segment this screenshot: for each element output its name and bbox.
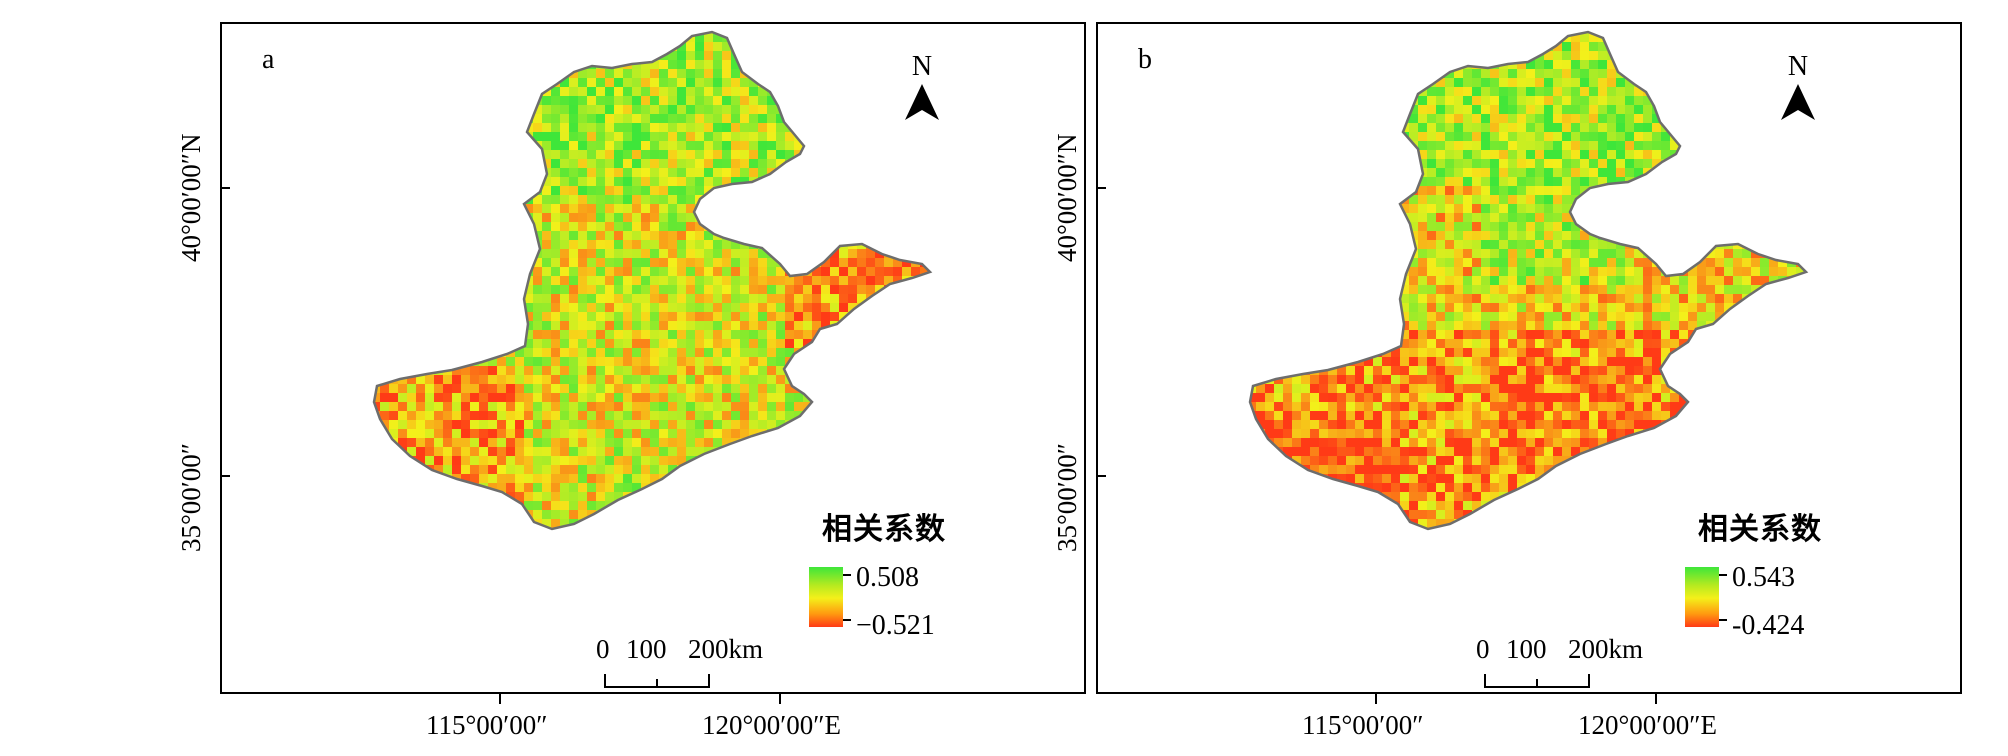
y-label-b-1: 40°00′00″N bbox=[1052, 133, 1082, 262]
north-label: N bbox=[911, 51, 933, 82]
scale-bar bbox=[604, 674, 710, 688]
legend-color-ramp bbox=[1685, 567, 1719, 627]
y-label-b-2: 35°00′00″ bbox=[1052, 443, 1082, 552]
panel-label: b bbox=[1138, 44, 1152, 75]
north-arrow-icon bbox=[1781, 84, 1815, 120]
x-tick-b-2 bbox=[1655, 694, 1657, 704]
region-map-a bbox=[372, 30, 933, 531]
region-map-b bbox=[1248, 30, 1809, 531]
legend-max-value: 0.508 bbox=[856, 562, 919, 593]
scale-bar bbox=[1484, 674, 1590, 688]
map-panel-a: a N 相关系数 0.508 −0.521 0 100 200km bbox=[220, 22, 1086, 694]
map-panel-b: b N 相关系数 0.543 -0.424 0 100 200km bbox=[1096, 22, 1962, 694]
panel-label: a bbox=[262, 44, 275, 75]
y-label-a-2: 35°00′00″ bbox=[176, 443, 206, 552]
y-tick-b-2 bbox=[1096, 475, 1106, 477]
region-outline-a bbox=[372, 30, 933, 531]
x-tick-b-1 bbox=[1375, 694, 1377, 704]
x-label-a-2: 120°00′00″E bbox=[702, 710, 841, 740]
scale-label-100: 100 bbox=[626, 634, 667, 664]
scale-label-0: 0 bbox=[1476, 634, 1490, 664]
legend-tick-max bbox=[1719, 574, 1727, 576]
x-tick-a-2 bbox=[779, 694, 781, 704]
north-label: N bbox=[1787, 51, 1809, 82]
legend-title: 相关系数 bbox=[1698, 512, 1822, 547]
scale-label-200: 200km bbox=[1568, 634, 1644, 664]
north-arrow: N bbox=[902, 52, 942, 127]
x-label-b-1: 115°00′00″ bbox=[1302, 710, 1424, 740]
x-label-b-2: 120°00′00″E bbox=[1578, 710, 1717, 740]
legend-min-value: -0.424 bbox=[1732, 610, 1805, 641]
legend-tick-max bbox=[843, 574, 851, 576]
correlation-raster-b bbox=[1250, 32, 1806, 529]
correlation-raster-a bbox=[374, 32, 930, 529]
north-arrow: N bbox=[1778, 52, 1818, 127]
x-label-a-1: 115°00′00″ bbox=[426, 710, 548, 740]
legend-tick-min bbox=[1719, 619, 1727, 621]
legend-color-ramp bbox=[809, 567, 843, 627]
region-outline-b bbox=[1248, 30, 1809, 531]
scale-label-100: 100 bbox=[1506, 634, 1547, 664]
legend-tick-min bbox=[843, 619, 851, 621]
y-label-a-1: 40°00′00″N bbox=[176, 133, 206, 262]
scale-label-200: 200km bbox=[688, 634, 764, 664]
legend-min-value: −0.521 bbox=[856, 610, 935, 641]
legend-max-value: 0.543 bbox=[1732, 562, 1795, 593]
north-arrow-icon bbox=[905, 84, 939, 120]
scale-label-0: 0 bbox=[596, 634, 610, 664]
y-tick-b-1 bbox=[1096, 187, 1106, 189]
legend-title: 相关系数 bbox=[822, 512, 946, 547]
x-tick-a-1 bbox=[499, 694, 501, 704]
y-tick-a-1 bbox=[220, 187, 230, 189]
y-tick-a-2 bbox=[220, 475, 230, 477]
